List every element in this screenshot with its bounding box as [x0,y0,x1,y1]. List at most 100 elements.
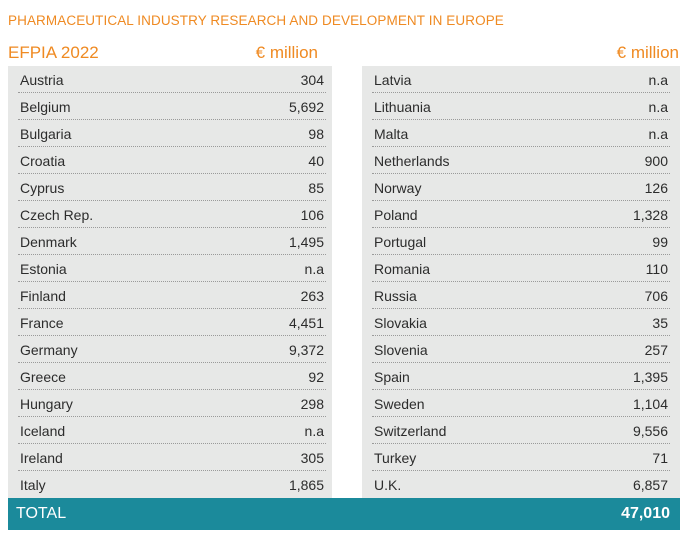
country-name: Czech Rep. [20,207,94,223]
country-name: Poland [374,207,418,223]
country-name: Slovenia [374,342,428,358]
table-row: Romania 110 [372,255,670,282]
table-row: Switzerland 9,556 [372,417,670,444]
country-name: Belgium [20,99,71,115]
table-row: Norway 126 [372,174,670,201]
country-name: Iceland [20,423,66,439]
table-row: U.K. 6,857 [372,471,670,498]
country-name: Hungary [20,396,73,412]
rd-value: 106 [300,207,324,223]
rd-value: 40 [308,153,324,169]
country-name: Finland [20,288,66,304]
table-row: Germany 9,372 [18,336,326,363]
rd-value: 9,556 [632,423,668,439]
rd-value: n.a [304,261,324,277]
country-name: Ireland [20,450,63,466]
rd-value: 92 [308,369,324,385]
country-name: Sweden [374,396,425,412]
table-row: Bulgaria 98 [18,120,326,147]
table-row: France 4,451 [18,309,326,336]
total-row: TOTAL 47,010 [8,498,680,530]
table-row: Hungary 298 [18,390,326,417]
rd-value: 257 [644,342,668,358]
rd-value: 126 [644,180,668,196]
country-name: Russia [374,288,417,304]
country-name: Croatia [20,153,66,169]
table-subtitle: EFPIA 2022 [8,43,99,62]
table-row: Czech Rep. 106 [18,201,326,228]
total-label: TOTAL [16,505,67,522]
rd-value: n.a [648,99,668,115]
table-row: Poland 1,328 [372,201,670,228]
table-row: Turkey 71 [372,444,670,471]
table-row: Estonia n.a [18,255,326,282]
rd-value: 298 [300,396,324,412]
rd-value: 1,495 [288,234,324,250]
country-name: France [20,315,64,331]
table-row: Portugal 99 [372,228,670,255]
unit-label-left: € million [255,43,318,62]
rd-value: 5,692 [288,99,324,115]
unit-label-right: € million [616,43,679,62]
country-name: Greece [20,369,66,385]
country-name: Spain [374,369,410,385]
rd-value: n.a [648,126,668,142]
country-name: Bulgaria [20,126,72,142]
rd-value: 900 [644,153,668,169]
table-row: Russia 706 [372,282,670,309]
right-column-table: Latvia n.a Lithuania n.a Malta n.a Netherla… [362,66,680,498]
rd-value: n.a [304,423,324,439]
rd-value: 4,451 [288,315,324,331]
table-row: Denmark 1,495 [18,228,326,255]
rd-value: 9,372 [288,342,324,358]
country-name: Austria [20,72,64,88]
country-name: Lithuania [374,99,431,115]
table-row: Greece 92 [18,363,326,390]
rd-value: 71 [652,450,668,466]
table-row: Cyprus 85 [18,174,326,201]
rd-value: 98 [308,126,324,142]
country-name: Switzerland [374,423,447,439]
left-column-table: Austria 304 Belgium 5,692 Bulgaria 98 Croat… [8,66,332,498]
table-row: Lithuania n.a [372,93,670,120]
country-name: Italy [20,477,46,493]
page-title: PHARMACEUTICAL INDUSTRY RESEARCH AND DEV… [8,13,504,28]
country-name: Cyprus [20,180,65,196]
rd-value: 706 [644,288,668,304]
country-name: Norway [374,180,422,196]
table-row: Austria 304 [18,66,326,93]
rd-value: 99 [652,234,668,250]
rd-value: 1,395 [632,369,668,385]
country-name: Denmark [20,234,77,250]
table-row: Finland 263 [18,282,326,309]
country-name: Turkey [374,450,417,466]
country-name: Estonia [20,261,67,277]
country-name: Romania [374,261,431,277]
rd-value: 1,865 [288,477,324,493]
table-row: Malta n.a [372,120,670,147]
country-name: Portugal [374,234,427,250]
rd-value: n.a [648,72,668,88]
table-row: Croatia 40 [18,147,326,174]
table-row: Netherlands 900 [372,147,670,174]
table-row: Spain 1,395 [372,363,670,390]
rd-value: 85 [308,180,324,196]
rd-value: 1,328 [632,207,668,223]
table-row: Sweden 1,104 [372,390,670,417]
country-name: Netherlands [374,153,450,169]
table-row: Iceland n.a [18,417,326,444]
rd-value: 305 [300,450,324,466]
table-row: Slovakia 35 [372,309,670,336]
rd-value: 263 [300,288,324,304]
country-name: Malta [374,126,409,142]
table-row: Slovenia 257 [372,336,670,363]
rd-value: 304 [300,72,324,88]
country-name: U.K. [374,477,402,493]
country-name: Slovakia [374,315,427,331]
table-row: Ireland 305 [18,444,326,471]
rd-value: 1,104 [632,396,668,412]
total-value: 47,010 [621,505,670,522]
rd-value: 110 [645,261,668,277]
table-row: Latvia n.a [372,66,670,93]
rd-value: 35 [652,315,668,331]
